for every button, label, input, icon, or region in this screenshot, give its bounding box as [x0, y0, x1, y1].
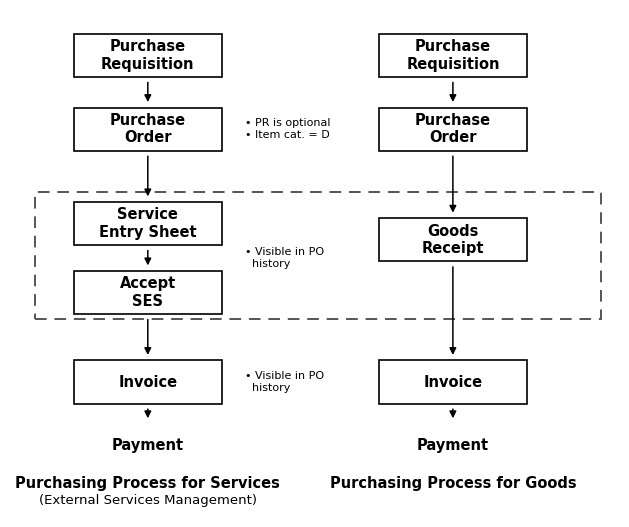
Text: Goods
Receipt: Goods Receipt: [421, 223, 484, 256]
Text: • Visible in PO
  history: • Visible in PO history: [245, 372, 325, 393]
Text: Purchase
Order: Purchase Order: [415, 113, 491, 145]
Text: • Visible in PO
  history: • Visible in PO history: [245, 248, 325, 269]
Bar: [74, 108, 222, 151]
Bar: [74, 202, 222, 245]
Text: (External Services Management): (External Services Management): [39, 494, 257, 507]
Text: Payment: Payment: [112, 438, 184, 453]
Text: Purchasing Process for Goods: Purchasing Process for Goods: [330, 476, 576, 491]
Text: Purchasing Process for Services: Purchasing Process for Services: [15, 476, 281, 491]
Text: Purchase
Requisition: Purchase Requisition: [406, 39, 499, 72]
Bar: [74, 360, 222, 404]
Bar: [379, 108, 527, 151]
Bar: [35, 192, 601, 319]
Bar: [74, 34, 222, 77]
Bar: [379, 34, 527, 77]
Text: Accept
SES: Accept SES: [120, 276, 176, 309]
Bar: [379, 360, 527, 404]
Text: Payment: Payment: [417, 438, 489, 453]
Text: • PR is optional
• Item cat. = D: • PR is optional • Item cat. = D: [245, 119, 331, 140]
Text: Invoice: Invoice: [423, 375, 482, 389]
Text: Purchase
Order: Purchase Order: [109, 113, 186, 145]
Text: Invoice: Invoice: [118, 375, 177, 389]
Bar: [379, 218, 527, 261]
Text: Service
Entry Sheet: Service Entry Sheet: [99, 207, 197, 240]
Text: Purchase
Requisition: Purchase Requisition: [101, 39, 194, 72]
Bar: [74, 271, 222, 314]
